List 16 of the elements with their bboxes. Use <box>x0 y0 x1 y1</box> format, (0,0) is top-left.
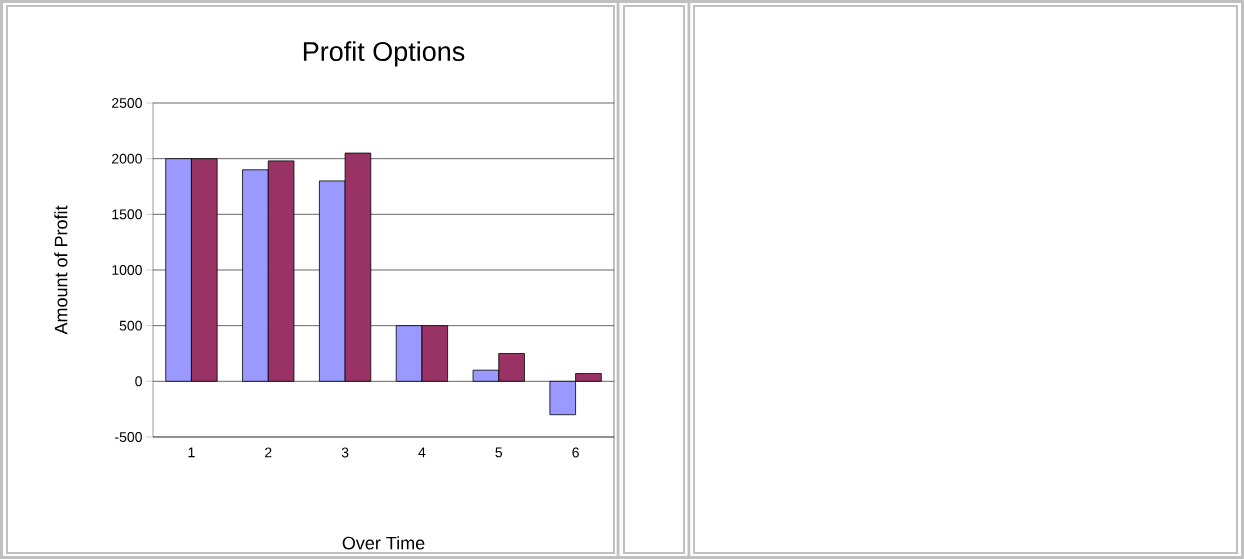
x-tick-label: 5 <box>495 447 503 458</box>
x-tick-label: 2 <box>265 447 272 458</box>
y-tick-label: 2500 <box>112 98 142 108</box>
y-tick-label: 1500 <box>112 209 142 220</box>
y-tick-label: 0 <box>135 376 142 387</box>
y-tick-label: -500 <box>115 432 142 442</box>
x-tick-label: 4 <box>418 447 426 458</box>
y-axis-title: Amount of Profit <box>54 205 68 335</box>
y-tick-label: 2000 <box>112 153 142 164</box>
x-tick-label: 3 <box>341 447 349 458</box>
y-tick-label: 1000 <box>112 265 142 275</box>
x-tick-label: 6 <box>572 447 579 458</box>
chart-title: Profit Options <box>303 41 465 67</box>
x-tick-label: 1 <box>188 447 195 458</box>
x-axis-title: Over Time <box>342 536 425 550</box>
y-tick-label: 500 <box>119 320 142 331</box>
